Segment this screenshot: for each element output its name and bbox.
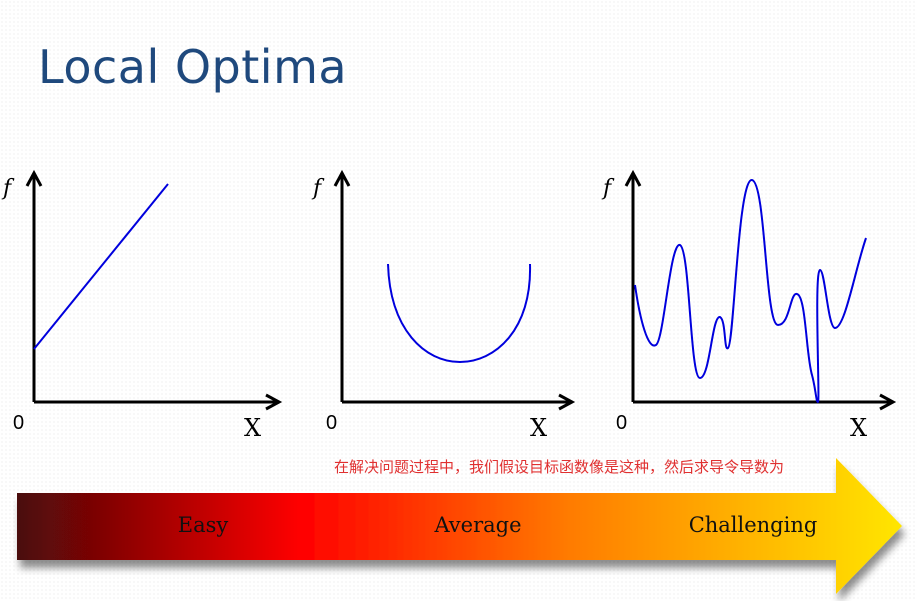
convex-curve (387, 263, 532, 364)
graph-convex: f 0 X (311, 169, 576, 442)
page-title: Local Optima (38, 40, 348, 94)
origin-label: 0 (13, 412, 24, 434)
difficulty-challenging: Challenging (689, 513, 818, 537)
y-axis-label: f (311, 176, 325, 201)
annotation-note: 在解决问题过程中，我们假设目标函数像是这种，然后求导令导数为 (334, 458, 784, 476)
x-axis-label: X (244, 414, 261, 442)
x-axis-arrowhead (879, 393, 897, 411)
x-axis-label: X (530, 414, 547, 442)
multimodal-curve (634, 178, 867, 404)
y-axis-label: f (1, 176, 15, 201)
y-axis-arrowhead (333, 169, 351, 187)
x-axis-arrowhead (558, 393, 576, 411)
graph-linear: f 0 X (1, 169, 283, 442)
linear-curve (33, 183, 169, 350)
graph-multimodal: f 0 X (601, 169, 897, 442)
origin-label: 0 (326, 412, 337, 434)
y-axis-arrowhead (624, 169, 642, 187)
x-axis-label: X (850, 414, 867, 442)
origin-label: 0 (616, 412, 627, 434)
y-axis-arrowhead (25, 169, 43, 187)
difficulty-gradient-arrow (17, 458, 902, 594)
difficulty-arrow: Easy Average Challenging (17, 458, 902, 594)
difficulty-easy: Easy (178, 513, 229, 537)
x-axis-arrowhead (265, 393, 283, 411)
difficulty-average: Average (433, 513, 521, 537)
y-axis-label: f (601, 176, 615, 201)
